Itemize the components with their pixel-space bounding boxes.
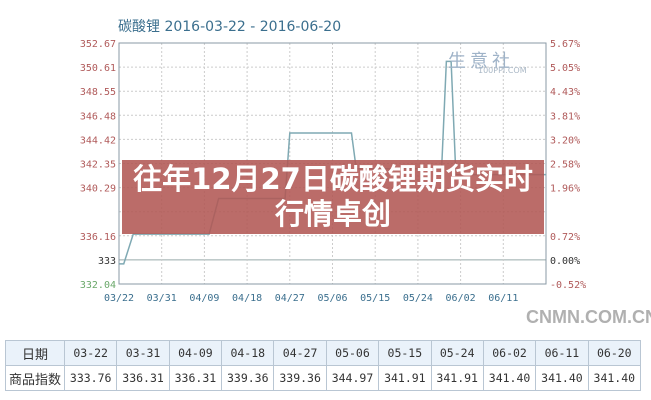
date-cell: 03-22 <box>63 340 118 366</box>
y-tick-label-left: 346.48 <box>80 111 116 122</box>
y-tick-label-left: 352.67 <box>80 39 116 50</box>
y-tick-label-left: 333 <box>98 256 116 267</box>
date-cell: 04-27 <box>273 340 327 366</box>
x-tick-label: 05/24 <box>403 293 433 304</box>
y-tick-label-right: 0.72% <box>550 232 580 243</box>
headline-banner: 往年12月27日碳酸锂期货实时行情卓创 <box>122 160 544 234</box>
series-line <box>119 60 546 265</box>
value-cell: 341.40 <box>587 365 642 391</box>
y-tick-label-left: 340.29 <box>80 184 116 195</box>
x-tick-label: 04/27 <box>275 293 305 304</box>
row-label: 日期 <box>5 340 65 366</box>
date-cell: 04-18 <box>221 340 275 366</box>
watermark-logo: 生意社 <box>448 51 514 72</box>
date-cell: 04-09 <box>168 340 223 366</box>
headline-text: 往年12月27日碳酸锂期货实时行情卓创 <box>133 162 533 231</box>
y-tick-label-right: 3.81% <box>550 111 580 122</box>
value-cell: 341.91 <box>430 365 484 391</box>
value-cell: 341.40 <box>482 365 537 391</box>
y-tick-label-right: 4.43% <box>550 87 580 98</box>
price-table: 日期 03-22 03-31 04-09 04-18 04-27 05-06 05-15 05… <box>5 340 642 391</box>
watermark-cnmn: CNMN.COM.CN <box>526 307 651 327</box>
date-cell: 06-20 <box>587 340 642 366</box>
x-tick-label: 03/22 <box>104 293 134 304</box>
x-tick-label: 05/15 <box>360 293 390 304</box>
x-tick-label: 04/09 <box>189 293 219 304</box>
date-cell: 05-06 <box>325 340 380 366</box>
value-cell: 336.31 <box>168 365 223 391</box>
value-cell: 336.31 <box>116 365 170 391</box>
y-tick-label-left: 342.35 <box>80 160 116 171</box>
x-tick-label: 03/31 <box>147 293 177 304</box>
y-tick-label-right: 0.00% <box>550 256 580 267</box>
row-label: 商品指数 <box>5 365 65 391</box>
value-cell: 339.36 <box>273 365 327 391</box>
chart-title: 碳酸锂 2016-03-22 - 2016-06-20 <box>118 19 342 35</box>
date-cell: 06-02 <box>482 340 537 366</box>
y-tick-label-right: 5.05% <box>550 63 580 74</box>
x-tick-label: 06/02 <box>446 293 476 304</box>
value-cell: 341.40 <box>535 365 589 391</box>
y-tick-label-right: 3.20% <box>550 135 580 146</box>
value-cell: 339.36 <box>221 365 275 391</box>
date-cell: 06-11 <box>535 340 589 366</box>
x-tick-label: 05/06 <box>317 293 347 304</box>
y-tick-label-right: 2.58% <box>550 160 580 171</box>
date-cell: 05-15 <box>378 340 432 366</box>
value-cell: 344.97 <box>325 365 380 391</box>
y-tick-label-right: 1.96% <box>550 184 580 195</box>
x-tick-label: 06/11 <box>488 293 518 304</box>
table-row-values: 商品指数 333.76 336.31 336.31 339.36 339.36 344.9… <box>5 365 642 391</box>
y-tick-label-right: 5.67% <box>550 39 580 50</box>
value-cell: 333.76 <box>63 365 118 391</box>
x-tick-label: 04/18 <box>232 293 262 304</box>
y-tick-label-right: -0.52% <box>550 280 586 291</box>
y-tick-label-left: 336.16 <box>80 232 116 243</box>
value-cell: 341.91 <box>378 365 432 391</box>
y-tick-label-left: 332.04 <box>80 280 116 291</box>
watermark-logo-sub: 100PPI.COM <box>478 66 527 75</box>
table-row-dates: 日期 03-22 03-31 04-09 04-18 04-27 05-06 05-15 05… <box>5 340 642 366</box>
date-cell: 03-31 <box>116 340 170 366</box>
y-tick-label-left: 344.42 <box>80 135 116 146</box>
plot-border <box>118 42 547 285</box>
y-tick-label-left: 348.55 <box>80 87 116 98</box>
date-cell: 05-24 <box>430 340 484 366</box>
y-tick-label-left: 350.61 <box>80 63 116 74</box>
